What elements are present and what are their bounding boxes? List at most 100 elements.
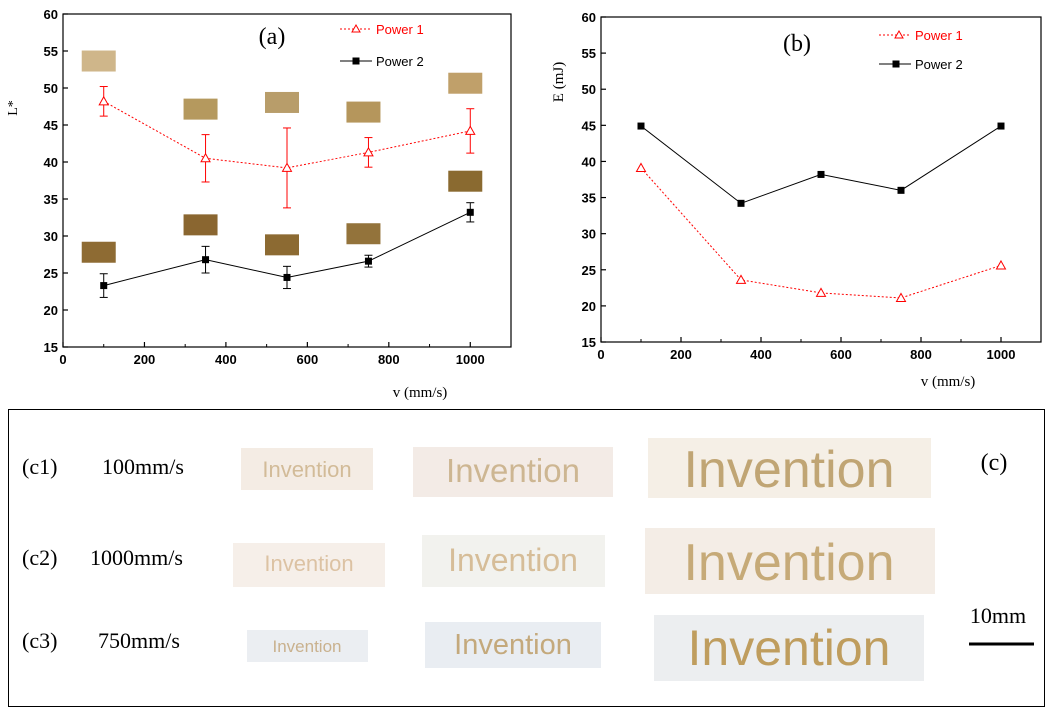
data-point-power-1 [363,146,374,157]
x-tick-label: 200 [134,352,156,367]
data-point-power-1 [464,125,476,135]
x-tick-label: 600 [830,347,852,362]
data-point-power-2 [202,256,210,264]
y-tick-label: 55 [44,44,58,59]
x-axis-title: v (mm/s) [921,374,976,390]
y-tick-label: 35 [582,191,596,206]
color-swatch-power-2 [183,214,218,236]
data-point-power-1 [635,162,647,172]
color-swatch-power-2 [448,170,483,192]
sample-c2-large: Invention [683,534,894,592]
y-tick-label: 45 [582,118,596,133]
row-speed-c3: 750mm/s [98,628,180,653]
row-speed-c2: 1000mm/s [90,545,183,570]
data-point-power-1 [995,259,1007,270]
x-tick-label: 200 [670,347,692,362]
x-axis-ticks: 0 200 400 600 800 1000 [59,342,485,367]
sample-c1-medium-bg [413,447,613,497]
series-line-power-1 [103,100,471,169]
y-tick-label: 60 [44,7,58,22]
data-point-power-2 [817,170,825,178]
y-tick-label: 60 [582,10,596,25]
color-swatches [81,50,483,263]
data-point-power-1 [735,274,747,284]
panel-label: (b) [783,31,811,57]
y-tick-label: 45 [44,118,58,133]
y-tick-label: 40 [44,155,58,170]
sample-c2-small: Invention [264,551,353,576]
series-line-power-2 [640,125,1002,204]
sample-c3-medium: Invention [454,629,572,661]
data-point-power-2 [897,186,905,194]
y-tick-label: 15 [582,335,596,350]
x-axis-ticks: 0 200 400 600 800 1000 [597,337,1015,362]
x-tick-label: 800 [910,347,932,362]
x-axis-title: v (mm/s) [393,385,448,401]
legend-marker-power-2 [892,60,900,68]
sample-c3-small: Invention [273,637,342,656]
panel-label: (c) [981,450,1008,476]
legend-marker-power-1 [894,29,904,39]
panel-c-frame [8,409,1045,707]
x-tick-label: 1000 [456,352,485,367]
legend-label-power-2: Power 2 [915,57,963,72]
x-tick-label: 0 [59,352,66,367]
color-swatch-power-1 [346,101,381,123]
x-tick-label: 600 [297,352,319,367]
legend-label-power-1: Power 1 [376,22,424,37]
color-swatch-power-1 [265,91,299,113]
sample-c3-large-bg [654,615,924,681]
x-tick-label: 1000 [987,347,1016,362]
scale-bar-label: 10mm [970,603,1026,628]
legend-label-power-2: Power 2 [376,54,424,69]
sample-c2-medium-bg [422,535,605,587]
panel-c: (c) (c1) 100mm/s (c2) 1000mm/s (c3) 750m… [8,409,1045,707]
y-tick-label: 25 [582,263,596,278]
panel-label: (a) [259,24,286,50]
x-tick-label: 0 [597,347,604,362]
y-axis-ticks: 15 20 25 30 35 40 45 50 55 60 [582,10,606,350]
sample-c2-medium: Invention [448,542,578,578]
series-line-power-1 [640,167,1002,299]
x-tick-label: 400 [215,352,237,367]
data-point-power-2 [283,273,291,281]
data-point-power-1 [200,152,211,163]
data-point-power-1 [895,292,907,302]
series-group [98,86,476,298]
data-point-power-2 [737,199,745,207]
data-point-power-1 [815,287,827,297]
data-point-power-2 [100,282,108,290]
color-swatch-power-1 [183,98,218,120]
y-tick-label: 30 [44,229,58,244]
y-tick-label: 50 [44,81,58,96]
data-point-power-1 [98,95,110,106]
sample-c2-large-bg [645,528,935,594]
x-tick-label: 400 [750,347,772,362]
sample-c1-large-bg [648,438,931,498]
y-axis-ticks: 15 20 25 30 35 40 45 50 55 60 [44,7,68,355]
legend-label-power-1: Power 1 [915,28,963,43]
sample-c1-small: Invention [262,457,351,482]
y-tick-label: 35 [44,192,58,207]
row-speed-c1: 100mm/s [102,454,184,479]
sample-c2-small-bg [233,543,385,587]
row-label-c2: (c2) [22,545,57,570]
sample-c1-small-bg [241,448,373,490]
sample-c3-large: Invention [688,620,891,676]
data-point-power-2 [466,208,474,216]
legend-marker-power-2 [352,57,360,65]
y-tick-label: 50 [582,82,596,97]
y-axis-title: L* [6,100,21,116]
color-swatch-power-1 [448,72,483,94]
data-point-power-2 [637,122,645,130]
plot-frame [600,16,1042,343]
chart-a: 0 200 400 600 800 1000 15 20 25 30 35 40 45 50 55 60 (… [6,7,512,401]
data-point-power-2 [997,122,1005,130]
y-tick-label: 30 [582,227,596,242]
y-tick-label: 25 [44,266,58,281]
row-label-c3: (c3) [22,628,57,653]
sample-c1-large: Invention [683,441,894,499]
plot-frame [62,13,512,348]
series-group [635,122,1007,302]
legend: Power 1 Power 2 [340,22,424,69]
